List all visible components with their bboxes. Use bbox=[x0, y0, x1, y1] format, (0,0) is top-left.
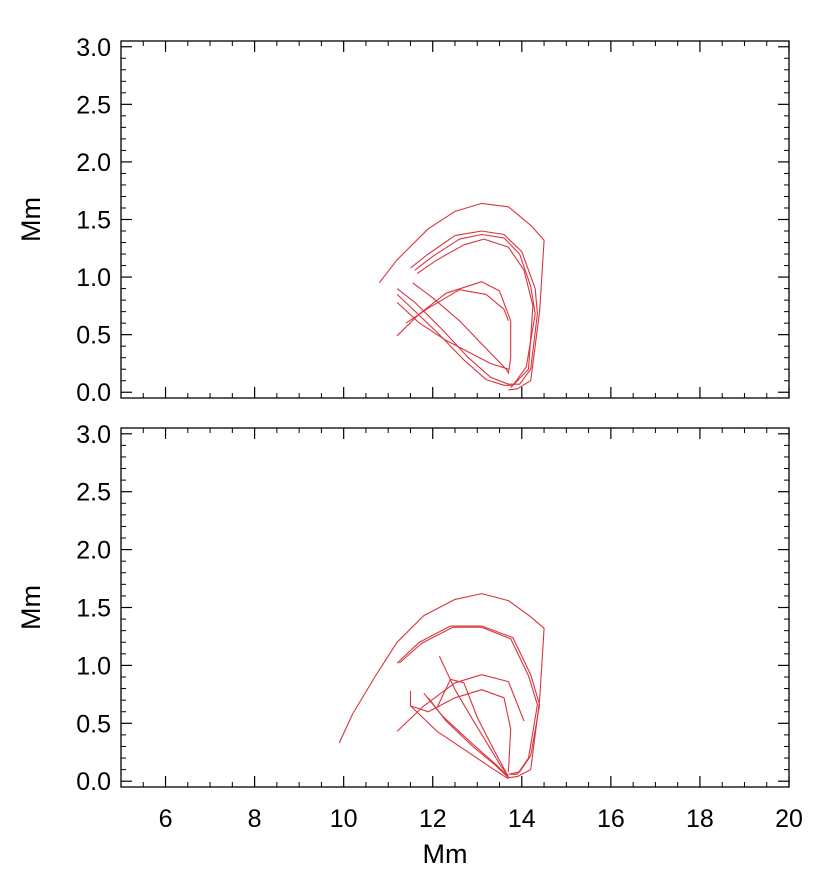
x-axis-title: Mm bbox=[423, 839, 468, 869]
series-line-7 bbox=[427, 697, 509, 779]
series-line-4 bbox=[396, 674, 525, 732]
series-line-3 bbox=[398, 626, 538, 775]
y-tick-label: 2.5 bbox=[76, 91, 111, 119]
x-tick-label: 16 bbox=[597, 805, 625, 833]
y-tick-label: 3.0 bbox=[76, 34, 111, 62]
top-panel: 0.0 0.5 1.0 1.5 2.0 2.5 3.0 Mm bbox=[16, 34, 790, 407]
y-tick-label: 1.0 bbox=[76, 264, 111, 292]
series-line-5 bbox=[396, 301, 509, 370]
y-tick-label: 2.0 bbox=[76, 537, 111, 565]
series-line-3 bbox=[396, 233, 536, 386]
x-tick-label: 10 bbox=[330, 805, 358, 833]
series-line-8 bbox=[405, 289, 509, 324]
series-line-7 bbox=[396, 281, 512, 374]
y-tick-label: 3.0 bbox=[76, 421, 111, 449]
y-tick-label: 0.0 bbox=[76, 768, 111, 796]
x-tick-label: 6 bbox=[159, 805, 173, 833]
y-tick-label: 1.5 bbox=[76, 595, 111, 623]
series-line-6 bbox=[412, 282, 509, 373]
series-line-4 bbox=[416, 238, 534, 388]
series-line-5 bbox=[410, 705, 509, 780]
x-tick-label: 20 bbox=[775, 805, 803, 833]
series-line-8 bbox=[438, 655, 509, 777]
y-tick-label: 0.5 bbox=[76, 710, 111, 738]
x-tick-label: 12 bbox=[419, 805, 447, 833]
x-tick-label: 18 bbox=[686, 805, 714, 833]
bottom-panel: 0.0 0.5 1.0 1.5 2.0 2.5 3.0 6 8 10 12 14 16 18 20 Mm Mm bbox=[16, 421, 803, 869]
y-tick-label: 1.0 bbox=[76, 652, 111, 680]
series-line-1 bbox=[338, 593, 545, 779]
series-line-6 bbox=[423, 692, 509, 777]
plot-frame bbox=[120, 427, 790, 788]
series-line-2 bbox=[396, 230, 538, 385]
y-tick-label: 0.5 bbox=[76, 322, 111, 350]
series-line-9 bbox=[409, 689, 512, 772]
x-tick-label: 14 bbox=[508, 805, 536, 833]
y-tick-label: 2.5 bbox=[76, 479, 111, 507]
x-tick-label: 8 bbox=[248, 805, 262, 833]
y-tick-label: 1.5 bbox=[76, 207, 111, 235]
y-tick-label: 0.0 bbox=[76, 379, 111, 407]
y-tick-label: 2.0 bbox=[76, 149, 111, 177]
series-line-1 bbox=[378, 202, 545, 391]
y-axis-title: Mm bbox=[16, 197, 46, 242]
y-axis-title: Mm bbox=[16, 585, 46, 630]
series-line-10 bbox=[436, 678, 509, 777]
